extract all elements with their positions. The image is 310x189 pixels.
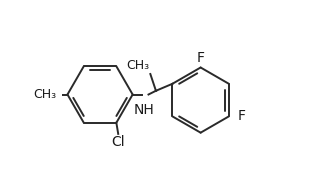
Text: CH₃: CH₃ (126, 59, 149, 72)
Text: NH: NH (133, 103, 154, 117)
Text: CH₃: CH₃ (33, 88, 56, 101)
Text: Cl: Cl (111, 135, 125, 149)
Text: F: F (197, 51, 205, 65)
Text: F: F (237, 109, 245, 123)
